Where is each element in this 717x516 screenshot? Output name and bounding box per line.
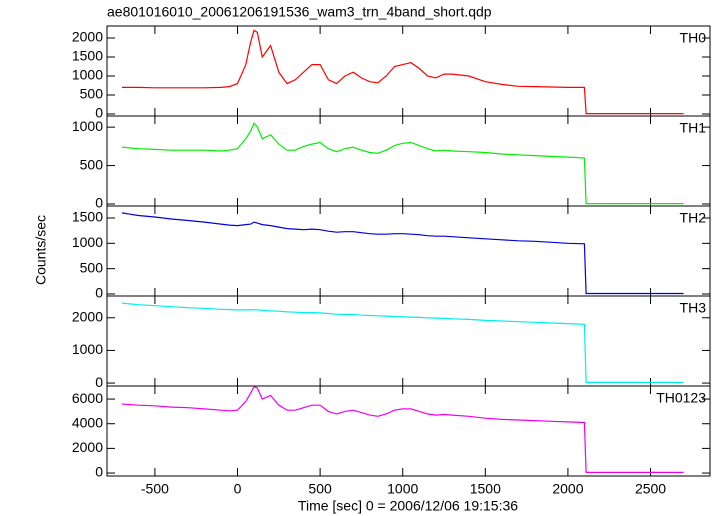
y-tick-label: 1500	[72, 209, 103, 225]
y-tick-label: 2000	[72, 29, 103, 45]
data-line	[121, 212, 684, 295]
y-tick-label: 2000	[72, 439, 103, 455]
x-tick-label: 2000	[552, 481, 583, 497]
data-line	[121, 122, 684, 205]
y-tick-label: 1000	[72, 67, 103, 83]
y-tick-label: 1000	[72, 234, 103, 250]
panel-frame	[106, 295, 711, 387]
data-line	[121, 385, 684, 473]
panel-label: TH1	[680, 120, 707, 136]
y-tick-label: 2000	[72, 308, 103, 324]
y-tick-label: 0	[95, 374, 103, 390]
data-line	[121, 29, 684, 115]
y-tick-label: 6000	[72, 390, 103, 406]
y-tick-label: 0	[95, 195, 103, 211]
y-axis-label: Counts/sec	[33, 215, 49, 285]
panel-label: TH0	[680, 30, 707, 46]
y-tick-label: 1000	[72, 341, 103, 357]
x-tick-label: 1500	[470, 481, 501, 497]
y-tick-label: 500	[80, 156, 104, 172]
x-tick-label: 2500	[635, 481, 666, 497]
y-tick-label: 0	[95, 285, 103, 301]
panel-frame	[106, 385, 711, 477]
x-axis-label: Time [sec] 0 = 2006/12/06 19:15:36	[298, 498, 518, 514]
x-tick-label: -500	[141, 481, 169, 497]
y-tick-label: 500	[80, 259, 104, 275]
x-tick-label: 0	[234, 481, 242, 497]
y-tick-label: 0	[95, 464, 103, 480]
y-tick-label: 500	[80, 86, 104, 102]
x-tick-label: 500	[308, 481, 332, 497]
y-tick-label: 1500	[72, 48, 103, 64]
panel-label: TH2	[680, 210, 707, 226]
x-tick-label: 1000	[387, 481, 418, 497]
chart-title: ae801016010_20061206191536_wam3_trn_4ban…	[107, 4, 492, 20]
panel-label: TH0123	[656, 390, 706, 406]
y-tick-label: 0	[95, 105, 103, 121]
panel-frame	[106, 25, 711, 117]
panel-label: TH3	[680, 300, 707, 316]
y-tick-label: 1000	[72, 118, 103, 134]
data-line	[121, 302, 684, 383]
y-tick-label: 4000	[72, 414, 103, 430]
panel-frame	[106, 115, 711, 207]
panel-frame	[106, 205, 711, 297]
